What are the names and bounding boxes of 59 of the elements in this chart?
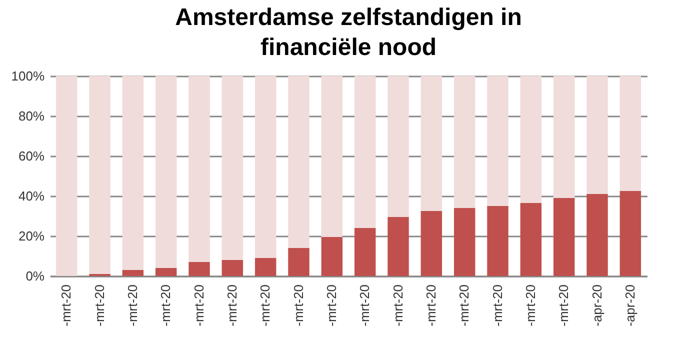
bar bbox=[222, 260, 244, 276]
bar bbox=[454, 76, 476, 208]
x-tick-label: -mrt-20 bbox=[324, 284, 339, 326]
x-tick-label: -mrt-20 bbox=[58, 284, 74, 326]
bar bbox=[454, 208, 476, 276]
x-tick-label: -mrt-20 bbox=[522, 284, 538, 326]
x-tick-label: -mrt-20 bbox=[456, 284, 472, 326]
bar bbox=[620, 76, 642, 191]
x-tick-label: -mrt-20 bbox=[357, 284, 372, 326]
bar bbox=[388, 217, 409, 276]
y-tick-label: 0% bbox=[26, 268, 45, 284]
bar bbox=[620, 191, 642, 276]
bar bbox=[388, 76, 409, 217]
bar bbox=[586, 76, 608, 194]
bar bbox=[354, 76, 376, 228]
y-tick-label: 60% bbox=[18, 148, 45, 164]
y-tick-label: 40% bbox=[18, 188, 45, 204]
bar bbox=[321, 237, 343, 276]
x-tick-label: -mrt-20 bbox=[191, 284, 206, 326]
x-tick-label: -mrt-20 bbox=[490, 284, 505, 326]
bar bbox=[487, 206, 508, 276]
chart-title: Amsterdamse zelfstandigen in financiële nood bbox=[175, 4, 522, 61]
bar bbox=[420, 76, 442, 211]
bar bbox=[321, 76, 343, 237]
x-tick-label: -mrt-20 bbox=[92, 284, 107, 326]
x-tick-label: -mrt-20 bbox=[556, 284, 572, 326]
y-tick-label: 100% bbox=[11, 68, 45, 84]
x-tick-label: -mrt-20 bbox=[423, 284, 438, 326]
bar bbox=[155, 76, 177, 268]
bar bbox=[553, 198, 575, 276]
y-tick-label: 80% bbox=[18, 108, 45, 124]
bar bbox=[288, 76, 310, 248]
x-tick-label: -apr-20 bbox=[589, 284, 604, 326]
bar bbox=[122, 270, 144, 276]
x-tick-label: -mrt-20 bbox=[290, 284, 306, 326]
bar bbox=[122, 76, 144, 270]
y-tick-label: 20% bbox=[18, 228, 45, 244]
bar bbox=[420, 211, 442, 276]
x-tick-label: -mrt-20 bbox=[224, 284, 240, 326]
bar bbox=[188, 262, 210, 276]
bar bbox=[254, 258, 276, 276]
bar bbox=[56, 76, 78, 276]
bar bbox=[222, 76, 244, 260]
bar bbox=[89, 76, 110, 274]
x-tick-label: -mrt-20 bbox=[124, 284, 140, 326]
bar bbox=[288, 248, 310, 276]
bar bbox=[487, 76, 508, 206]
bar bbox=[354, 228, 376, 276]
x-tick-label: -mrt-20 bbox=[258, 284, 273, 326]
bar bbox=[520, 203, 542, 276]
x-tick-label: -apr-20 bbox=[622, 284, 638, 326]
bar bbox=[254, 76, 276, 258]
x-tick-label: -mrt-20 bbox=[158, 284, 174, 326]
bar bbox=[520, 76, 542, 203]
bar bbox=[155, 268, 177, 276]
bar bbox=[586, 194, 608, 276]
bar bbox=[553, 76, 575, 198]
x-tick-label: -mrt-20 bbox=[390, 284, 406, 326]
bar bbox=[188, 76, 210, 262]
